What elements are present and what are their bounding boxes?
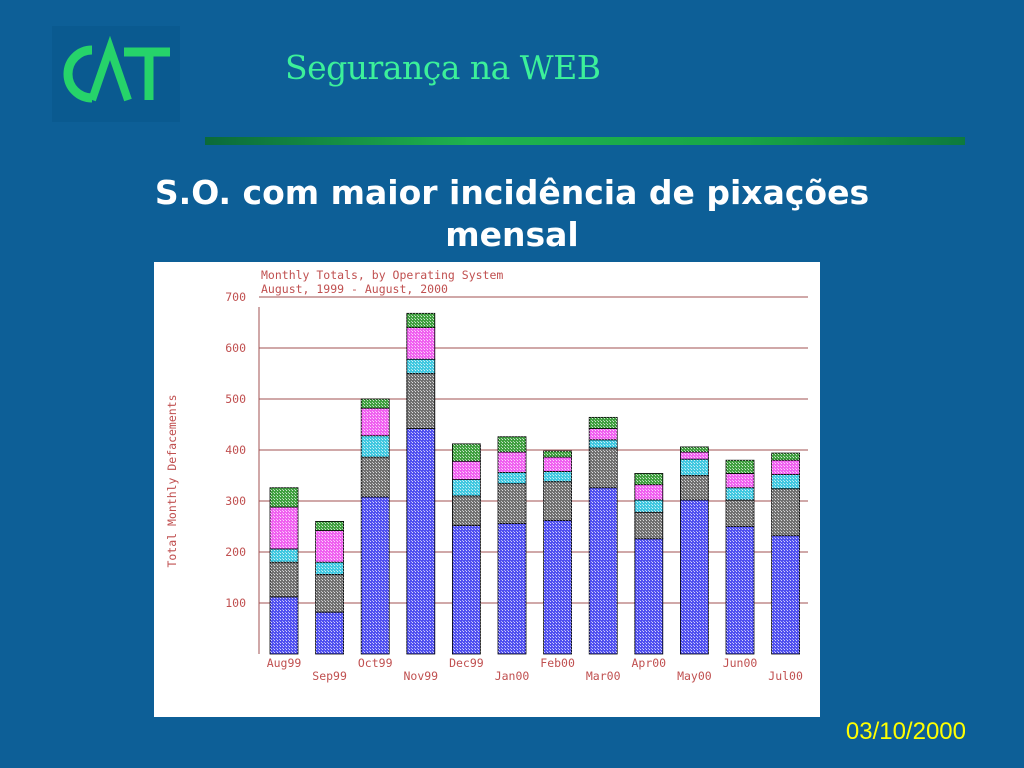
bar-Oct99-series-0: [360, 496, 390, 655]
bar-Feb00-series-3: [543, 456, 573, 472]
x-tick-labels: Aug99 Sep99 Oct99 Nov99 Dec99 Jan00 Feb00 Mar00…: [267, 656, 803, 683]
y-tick-label: 600: [225, 341, 246, 355]
x-tick-label: Apr00: [631, 656, 666, 670]
bar-Jan00-series-2: [497, 472, 527, 485]
bar-Feb00-series-2: [543, 471, 573, 483]
bar-Oct99-series-3: [360, 407, 390, 437]
bar-May00-series-1: [680, 475, 709, 501]
chart-subtitle: August, 1999 - August, 2000: [261, 282, 448, 296]
x-tick-label: Aug99: [267, 656, 302, 670]
bar-Feb00-series-1: [543, 481, 573, 521]
y-tick-label: 400: [225, 443, 246, 457]
bar-Jan00-series-0: [497, 523, 527, 655]
bar-Nov99-series-4: [406, 312, 436, 328]
bar-May00-series-2: [680, 458, 709, 476]
bar-Dec99-series-3: [451, 460, 481, 480]
x-tick-label: Jul00: [768, 669, 803, 683]
bar-Dec99-series-4: [451, 443, 481, 462]
x-tick-label: May00: [677, 669, 712, 683]
bar-Mar00-series-2: [588, 439, 618, 449]
x-tick-label: Feb00: [540, 656, 575, 670]
bar-Aug99-series-1: [269, 561, 299, 598]
y-tick-label: 500: [225, 392, 246, 406]
bar-Apr00-series-4: [634, 473, 664, 486]
x-tick-label: Mar00: [586, 669, 621, 683]
bar-Nov99-series-2: [406, 358, 436, 374]
header-divider: [205, 137, 965, 145]
bar-Sep99-series-2: [315, 561, 345, 575]
bar-Jan00-series-4: [497, 436, 527, 453]
x-tick-label: Jun00: [723, 656, 758, 670]
bar-May00-series-0: [680, 499, 709, 655]
y-tick-label: 200: [225, 545, 246, 559]
bar-Mar00-series-1: [588, 447, 618, 489]
bar-Dec99-series-2: [451, 479, 481, 497]
header-title: Segurança na WEB: [285, 48, 601, 87]
bar-Nov99-series-0: [406, 428, 436, 655]
bar-Aug99-series-4: [269, 487, 299, 508]
bar-Oct99-series-2: [360, 435, 390, 458]
bar-Jul00-series-2: [771, 474, 800, 490]
bar-Aug99-series-3: [269, 506, 299, 550]
y-tick-label: 700: [225, 290, 246, 304]
bar-Jun00-series-0: [725, 526, 755, 655]
bar-Sep99-series-0: [315, 611, 345, 655]
y-tick-labels: 100 200 300 400 500 600 700: [225, 290, 246, 610]
logo: [52, 26, 180, 122]
bar-Jun00-series-4: [725, 459, 755, 474]
bar-Mar00-series-0: [588, 487, 618, 655]
bar-Jul00-series-4: [771, 452, 800, 461]
bar-Nov99-series-1: [406, 373, 436, 429]
bar-Apr00-series-0: [634, 538, 664, 655]
chart-title: Monthly Totals, by Operating System: [261, 268, 503, 282]
bar-Apr00-series-3: [634, 484, 664, 501]
bar-Feb00-series-0: [543, 519, 573, 655]
x-tick-label: Sep99: [312, 669, 347, 683]
bar-Jun00-series-2: [725, 487, 755, 501]
y-tick-label: 100: [225, 596, 246, 610]
bar-Nov99-series-3: [406, 327, 436, 360]
bar-Oct99-series-1: [360, 456, 390, 498]
bar-Sep99-series-4: [315, 520, 345, 531]
bar-Apr00-series-2: [634, 499, 664, 513]
bar-Aug99-series-2: [269, 548, 299, 563]
y-tick-label: 300: [225, 494, 246, 508]
bar-Jul00-series-3: [771, 459, 800, 475]
bar-Jan00-series-3: [497, 451, 527, 473]
x-tick-label: Jan00: [495, 669, 530, 683]
y-axis-label: Total Monthly Defacements: [165, 394, 179, 567]
bar-Jun00-series-3: [725, 473, 755, 489]
bar-Jun00-series-1: [725, 499, 755, 527]
bar-Mar00-series-3: [588, 428, 618, 441]
gridlines: [258, 296, 808, 654]
slide-title: S.O. com maior incidência de pixações me…: [154, 173, 870, 254]
cat-logo-icon: [63, 35, 170, 103]
bars: [269, 312, 800, 655]
bar-Apr00-series-1: [634, 511, 664, 540]
bar-Sep99-series-1: [315, 574, 345, 613]
bar-Feb00-series-4: [543, 450, 573, 458]
bar-Mar00-series-4: [588, 416, 618, 429]
x-tick-label: Dec99: [449, 656, 484, 670]
stacked-bar-chart: Monthly Totals, by Operating System Augu…: [165, 268, 808, 683]
bar-Sep99-series-3: [315, 530, 345, 563]
x-tick-label: Oct99: [358, 656, 393, 670]
bar-May00-series-3: [680, 451, 709, 460]
footer-date: 03/10/2000: [845, 718, 966, 745]
bar-Dec99-series-1: [451, 495, 481, 526]
bar-Aug99-series-0: [269, 596, 299, 655]
bar-Jan00-series-1: [497, 483, 527, 524]
bar-Dec99-series-0: [451, 525, 481, 655]
bar-Oct99-series-4: [360, 398, 390, 409]
bar-Jul00-series-1: [771, 488, 800, 537]
bar-Jul00-series-0: [771, 535, 800, 655]
bar-May00-series-4: [680, 446, 709, 453]
x-tick-label: Nov99: [403, 669, 438, 683]
chart-container: Monthly Totals, by Operating System Augu…: [154, 262, 820, 717]
